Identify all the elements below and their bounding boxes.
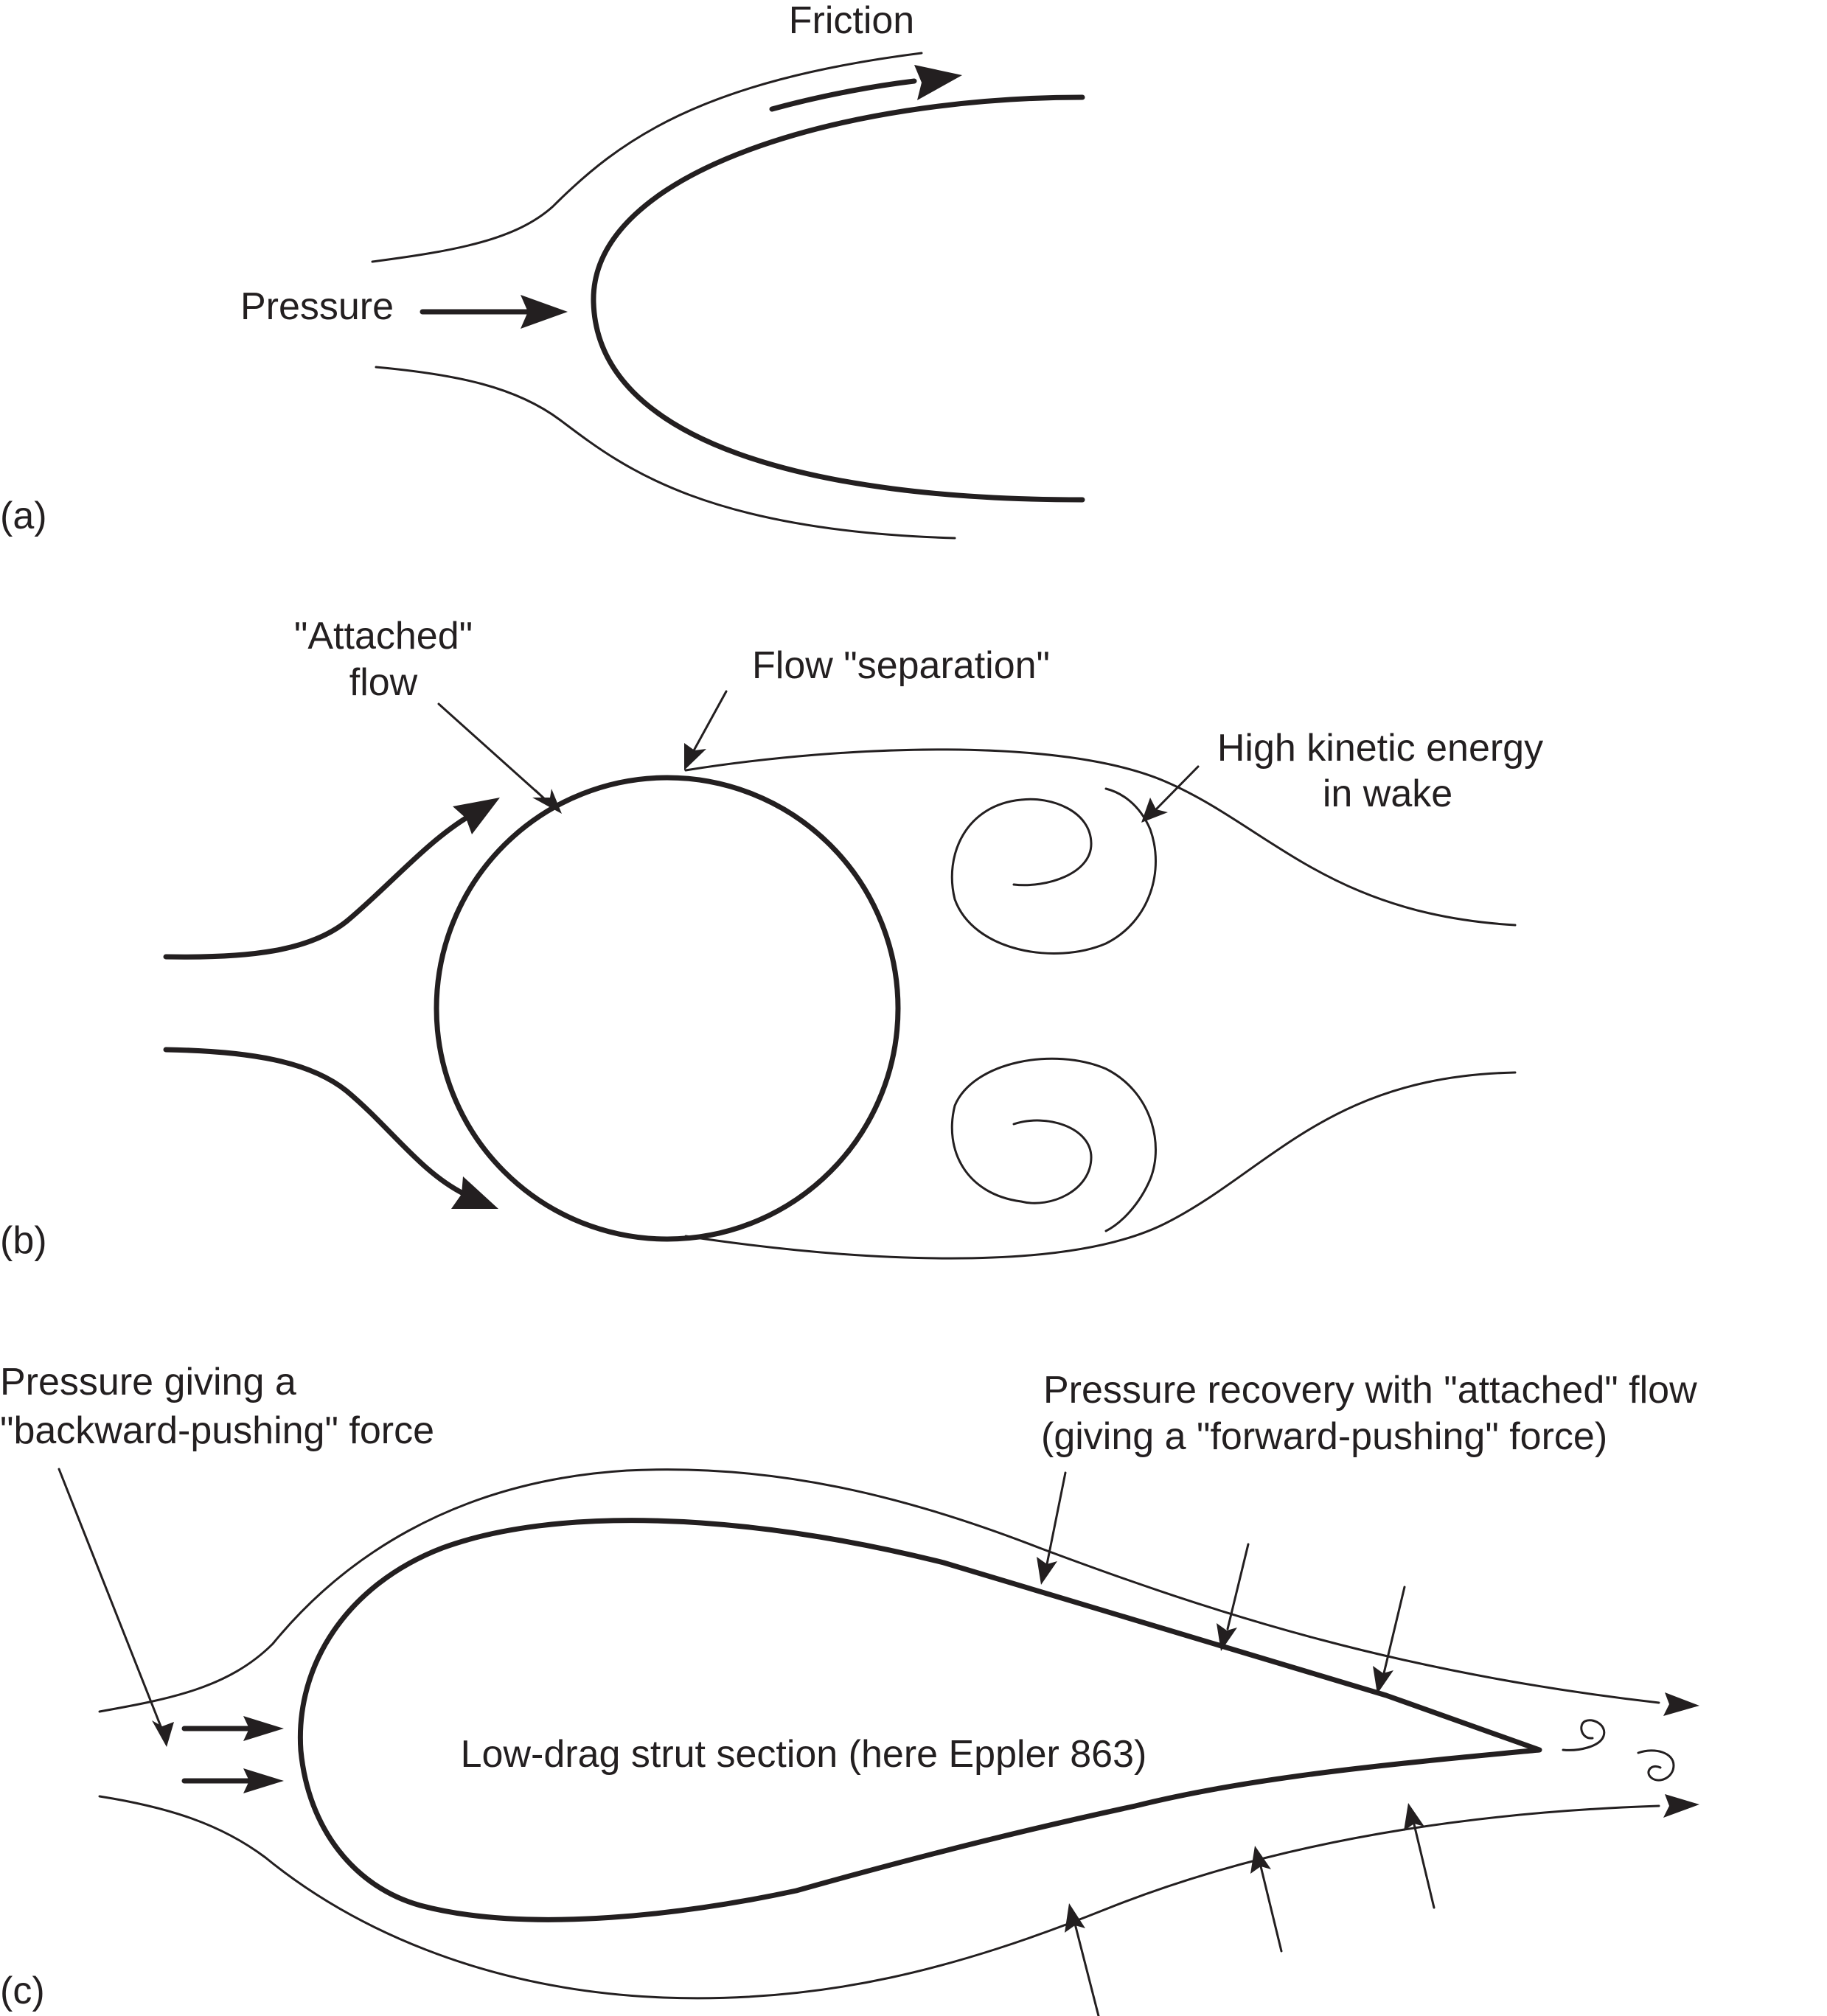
pressure-arrow-head — [521, 295, 568, 329]
recovery-arrow-lower-3-head — [1404, 1803, 1424, 1831]
attached-flow-label-line1: "Attached" — [294, 615, 473, 658]
wake-lower-boundary — [684, 1071, 1517, 1260]
friction-label: Friction — [789, 0, 914, 42]
strut-section — [297, 1518, 1542, 1922]
wake-upper-boundary — [684, 748, 1517, 927]
separation-pointer-head — [684, 743, 706, 770]
backward-force-arrow-lower-head — [243, 1768, 284, 1793]
backward-force-arrow-upper-head — [243, 1716, 284, 1741]
upper-streamline-c-head — [1663, 1692, 1699, 1716]
backward-force-label-line2: "backward-pushing" force — [0, 1409, 434, 1452]
lower-streamline-c — [98, 1795, 1660, 2000]
recovery-arrow-upper-2-head — [1217, 1623, 1237, 1651]
recovery-arrow-lower-2 — [1259, 1865, 1283, 1953]
recovery-arrow-lower-2-head — [1250, 1846, 1271, 1874]
attached-flow-pointer-head-2 — [532, 789, 562, 814]
attached-flow-label-line2: flow — [349, 661, 418, 704]
lower-inflow-arrow — [163, 1047, 467, 1197]
friction-arrow-head — [914, 65, 962, 100]
panel-a: Friction Pressure (a) — [0, 0, 1085, 540]
backward-force-pointer — [58, 1468, 162, 1728]
trailing-vortex-1 — [1562, 1719, 1606, 1751]
wake-label-line2: in wake — [1323, 772, 1452, 815]
upper-inflow-arrow — [163, 812, 475, 960]
recovery-arrow-lower-3 — [1413, 1823, 1436, 1909]
wake-label-line1: High kinetic energy — [1217, 727, 1543, 770]
recovery-arrow-upper-1 — [1045, 1471, 1067, 1566]
separation-label: Flow "separation" — [752, 644, 1050, 687]
recovery-label-line1: Pressure recovery with "attached" flow — [1043, 1369, 1697, 1412]
recovery-arrow-upper-3 — [1382, 1586, 1406, 1675]
recovery-label-line2: (giving a "forward-pushing" force) — [1041, 1415, 1607, 1458]
separation-pointer — [692, 690, 728, 753]
cylinder — [434, 775, 901, 1242]
panel-b: "Attached" flow Flow "separation" High k… — [0, 615, 1543, 1262]
attached-flow-pointer — [437, 702, 547, 801]
recovery-arrow-upper-3-head — [1373, 1666, 1393, 1694]
lower-vortex — [950, 1057, 1157, 1232]
panel-b-tag: (b) — [0, 1219, 47, 1262]
backward-force-label-line1: Pressure giving a — [0, 1361, 296, 1403]
panel-a-body — [591, 94, 1085, 503]
recovery-arrow-upper-2 — [1226, 1543, 1250, 1630]
upper-streamline-c — [98, 1468, 1660, 1713]
upper-vortex — [950, 787, 1157, 955]
pressure-label: Pressure — [240, 285, 394, 328]
backward-force-pointer-head — [152, 1720, 174, 1747]
panel-c: Pressure giving a "backward-pushing" for… — [0, 1361, 1699, 2016]
wake-energy-pointer — [1155, 765, 1200, 811]
panel-a-tag: (a) — [0, 495, 47, 537]
recovery-arrow-lower-1 — [1073, 1922, 1100, 2016]
strut-section-label: Low-drag strut section (here Eppler 863) — [461, 1733, 1147, 1776]
upper-inflow-arrow-head — [453, 798, 500, 834]
trailing-vortex-2 — [1637, 1749, 1675, 1782]
recovery-arrow-lower-1-head — [1065, 1903, 1085, 1933]
panel-a-lower-streamline — [375, 366, 956, 540]
friction-arrow — [769, 78, 917, 112]
lower-streamline-c-head — [1663, 1794, 1699, 1818]
recovery-arrow-upper-1-head — [1037, 1557, 1057, 1585]
wake-energy-pointer-head — [1141, 798, 1168, 823]
panel-c-tag: (c) — [0, 1970, 45, 2012]
lower-inflow-arrow-head — [451, 1176, 498, 1209]
panel-a-upper-streamline — [371, 52, 923, 263]
